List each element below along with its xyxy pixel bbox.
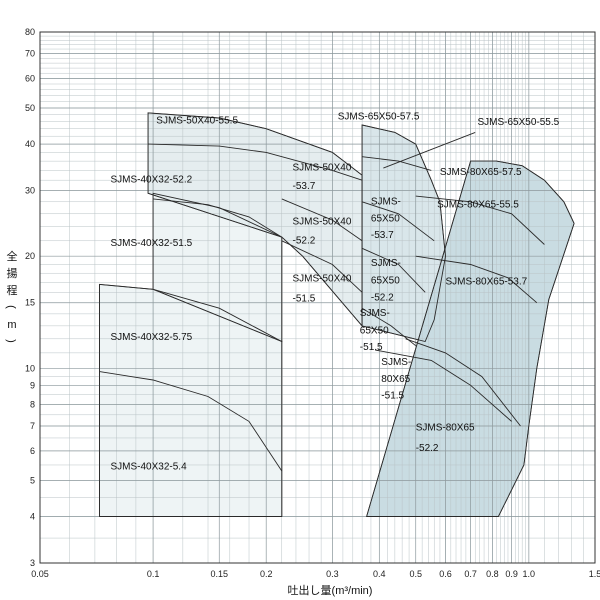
x-tick-label: 1.5 <box>589 569 600 579</box>
y-axis-title-char: ( <box>5 305 17 309</box>
impeller-curve <box>415 195 545 245</box>
y-tick-label: 7 <box>30 421 35 431</box>
y-tick-label: 5 <box>30 475 35 485</box>
region-label: SJMS-40X32-51.5 <box>111 238 193 249</box>
region-label: SJMS-40X32-52.2 <box>111 175 193 186</box>
y-tick-label: 6 <box>30 446 35 456</box>
impeller-curve <box>99 371 283 472</box>
tick-layer: 0.05 0.1 0.15 0.2 0.3 0.4 0.5 0.6 0.7 0.8 0.9 1.0 1.… <box>25 27 600 579</box>
region-label: -53.7 <box>371 230 394 241</box>
region-label: -52.2 <box>416 443 439 454</box>
region-label: 80X65 <box>381 374 410 385</box>
region-label: -51.5 <box>381 390 404 401</box>
y-axis-title-char: 揚 <box>7 267 18 280</box>
region-label: SJMS- <box>371 197 401 208</box>
region-label: SJMS-50X40 <box>293 274 352 285</box>
impeller-curve <box>281 240 363 293</box>
impeller-curve <box>375 349 512 422</box>
x-tick-label: 0.3 <box>326 569 339 579</box>
label-layer: SJMS-50X40-55.5 SJMS-65X50-57.5 SJMS-65X50… <box>111 112 560 473</box>
x-tick-label: 0.8 <box>486 569 499 579</box>
impeller-curve <box>361 247 426 293</box>
region-label: SJMS- <box>360 308 390 319</box>
y-tick-label: 30 <box>25 186 35 196</box>
region-label: SJMS-80X65-53.7 <box>446 276 528 287</box>
region-label: SJMS-50X40 <box>293 162 352 173</box>
impeller-curve <box>415 255 538 304</box>
x-tick-label: 0.4 <box>373 569 386 579</box>
x-axis-title: 吐出し量(m³/min) <box>288 583 373 597</box>
impeller-curve <box>361 201 435 242</box>
y-tick-label: 40 <box>25 139 35 149</box>
grid-layer <box>39 31 596 564</box>
region-label: SJMS-65X50-57.5 <box>338 112 420 123</box>
y-axis-title-char: m <box>7 319 16 331</box>
region-label: 65X50 <box>371 275 400 286</box>
y-tick-label: 80 <box>25 27 35 37</box>
region-label: 65X50 <box>371 213 400 224</box>
y-axis-title: 全揚程 ( m) <box>5 249 18 343</box>
x-tick-label: 0.05 <box>31 569 49 579</box>
region-outline <box>147 112 363 328</box>
region-outline <box>99 283 283 517</box>
region-label: SJMS-80X65-57.5 <box>440 167 522 178</box>
region-outline <box>365 160 575 517</box>
region-label: SJMS-40X32-5.75 <box>111 332 193 343</box>
plot-frame <box>39 31 596 564</box>
region-label: SJMS-40X32-5.4 <box>111 461 188 472</box>
region-label: SJMS-50X40 <box>293 217 352 228</box>
x-tick-label: 0.7 <box>464 569 477 579</box>
y-tick-label: 10 <box>25 363 35 373</box>
impeller-curve <box>153 198 283 238</box>
region-outline <box>361 124 446 343</box>
region-label: -51.5 <box>360 342 383 353</box>
y-tick-label: 20 <box>25 251 35 261</box>
region-label: -51.5 <box>293 294 316 305</box>
region-label: SJMS-80X65 <box>416 423 475 434</box>
leader-line <box>383 131 476 169</box>
impeller-curve <box>148 143 363 181</box>
x-tick-label: 0.2 <box>260 569 273 579</box>
y-axis-title-char: 程 <box>7 284 18 297</box>
region-label: 65X50 <box>360 326 389 337</box>
impeller-curve <box>405 338 521 427</box>
y-tick-label: 9 <box>30 380 35 390</box>
x-tick-label: 1.0 <box>523 569 536 579</box>
region-label: SJMS-65X50-55.5 <box>478 117 560 128</box>
y-axis-title-char: ) <box>5 339 17 343</box>
region-label: SJMS- <box>381 357 411 368</box>
y-tick-label: 3 <box>30 558 35 568</box>
x-tick-label: 0.15 <box>211 569 229 579</box>
y-axis-title-char: 全 <box>7 249 18 263</box>
region-label: -53.7 <box>293 181 316 192</box>
impeller-curve <box>281 198 363 242</box>
y-tick-label: 60 <box>25 74 35 84</box>
region-label: -52.2 <box>371 293 394 304</box>
y-tick-label: 8 <box>30 399 35 409</box>
x-tick-label: 0.1 <box>147 569 160 579</box>
curve-layer <box>99 112 575 517</box>
region-label: SJMS- <box>371 258 401 269</box>
impeller-curve <box>362 156 432 171</box>
region-label: -52.2 <box>293 236 316 247</box>
x-tick-label: 0.6 <box>439 569 452 579</box>
y-tick-label: 50 <box>25 103 35 113</box>
region-label: SJMS-50X40-55.5 <box>156 115 238 126</box>
y-tick-label: 4 <box>30 512 35 522</box>
x-tick-label: 0.5 <box>409 569 422 579</box>
y-tick-label: 70 <box>25 49 35 59</box>
x-tick-label: 0.9 <box>505 569 518 579</box>
region-outline <box>152 192 283 343</box>
region-label: SJMS-80X65-55.5 <box>437 200 519 211</box>
y-tick-label: 15 <box>25 298 35 308</box>
